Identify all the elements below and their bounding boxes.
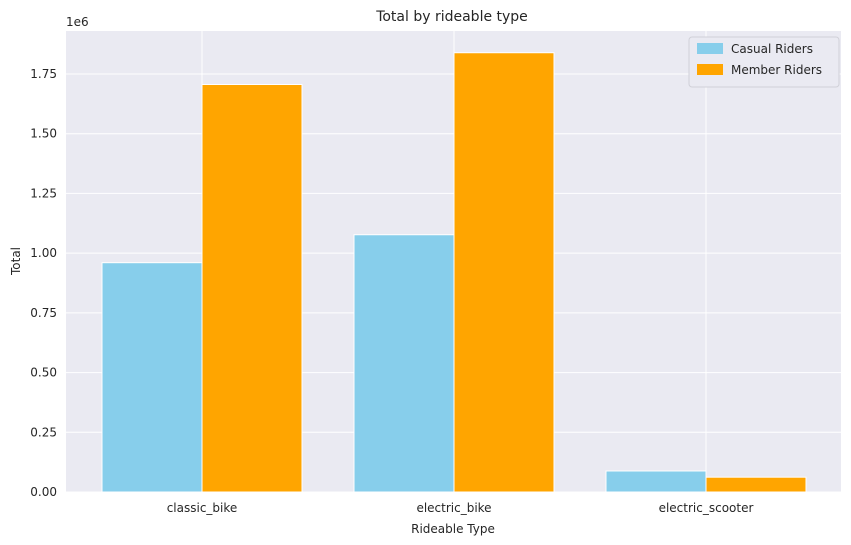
x-tick-label: classic_bike: [167, 501, 238, 515]
y-axis-ticks: 0.00 0.25 0.50 0.75 1.00 1.25 1.50 1.75: [30, 67, 57, 499]
y-tick-label: 1.25: [30, 186, 57, 200]
bar-casual-riders-classic_bike: [101, 262, 203, 493]
y-tick-label: 0.00: [30, 485, 57, 499]
y-tick-label: 1.75: [30, 67, 57, 81]
bar-member-riders-electric_bike: [453, 52, 555, 493]
chart-title: Total by rideable type: [375, 9, 528, 25]
legend-label: Member Riders: [731, 63, 822, 77]
y-tick-label: 0.50: [30, 366, 57, 380]
y-tick-label: 1.00: [30, 246, 57, 260]
legend-box: [688, 36, 840, 88]
y-tick-label: 0.25: [30, 425, 57, 439]
x-tick-label: electric_bike: [416, 501, 491, 515]
bar-member-riders-classic_bike: [201, 84, 303, 493]
x-tick-label: electric_scooter: [659, 501, 754, 515]
bar-member-riders-electric_scooter: [705, 476, 807, 493]
x-axis-ticks: classic_bike electric_bike electric_scoote…: [167, 501, 754, 515]
legend-label: Casual Riders: [731, 42, 813, 56]
x-axis-label: Rideable Type: [411, 522, 495, 536]
bar-casual-riders-electric_scooter: [605, 470, 707, 493]
bar-casual-riders-electric_bike: [353, 234, 455, 493]
legend-swatch: [697, 64, 723, 75]
legend: Casual Riders Member Riders: [688, 36, 840, 88]
bars: [101, 52, 807, 493]
y-axis-offset-label: 1e6: [66, 15, 89, 29]
y-tick-label: 1.50: [30, 127, 57, 141]
y-axis-label: Total: [9, 247, 23, 276]
y-tick-label: 0.75: [30, 306, 57, 320]
legend-swatch: [697, 43, 723, 54]
